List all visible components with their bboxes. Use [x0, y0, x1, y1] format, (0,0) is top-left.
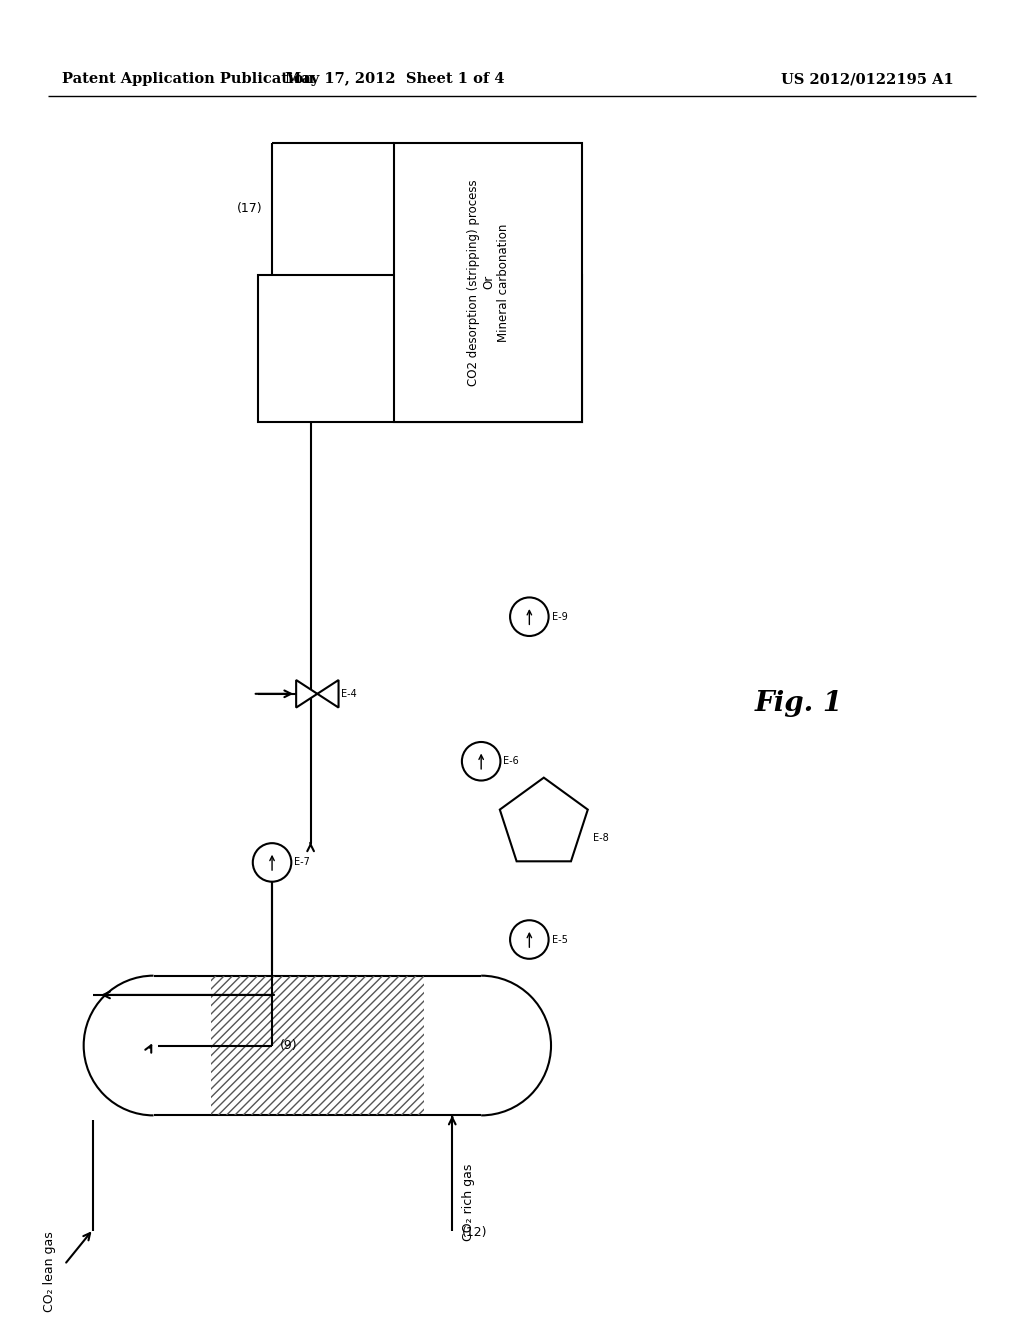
Text: May 17, 2012  Sheet 1 of 4: May 17, 2012 Sheet 1 of 4 [285, 73, 504, 86]
Text: US 2012/0122195 A1: US 2012/0122195 A1 [780, 73, 953, 86]
Bar [211, 975, 424, 1115]
Text: E-9: E-9 [552, 611, 567, 622]
Text: E-7: E-7 [294, 858, 310, 867]
Polygon shape [317, 680, 339, 708]
Text: CO2 desorption (stripping) process
Or
Mineral carbonation: CO2 desorption (stripping) process Or Mi… [467, 180, 510, 385]
Text: Patent Application Publication: Patent Application Publication [62, 73, 314, 86]
Circle shape [510, 598, 549, 636]
Circle shape [462, 742, 501, 780]
Text: Fig. 1: Fig. 1 [755, 690, 843, 717]
Text: E-8: E-8 [593, 833, 608, 842]
Bar [154, 975, 481, 1115]
Circle shape [510, 920, 549, 958]
Text: (12): (12) [462, 1226, 487, 1239]
Text: (9): (9) [280, 1039, 297, 1052]
Text: (17): (17) [237, 202, 262, 215]
Text: E-4: E-4 [341, 689, 357, 698]
Bar [394, 143, 583, 422]
Text: E-6: E-6 [504, 756, 519, 766]
Polygon shape [296, 680, 317, 708]
Polygon shape [500, 777, 588, 862]
Bar [258, 275, 583, 422]
Circle shape [253, 843, 292, 882]
Text: CO₂ rich gas: CO₂ rich gas [462, 1163, 475, 1241]
Text: E-5: E-5 [552, 935, 567, 945]
Text: CO₂ lean gas: CO₂ lean gas [43, 1232, 56, 1312]
